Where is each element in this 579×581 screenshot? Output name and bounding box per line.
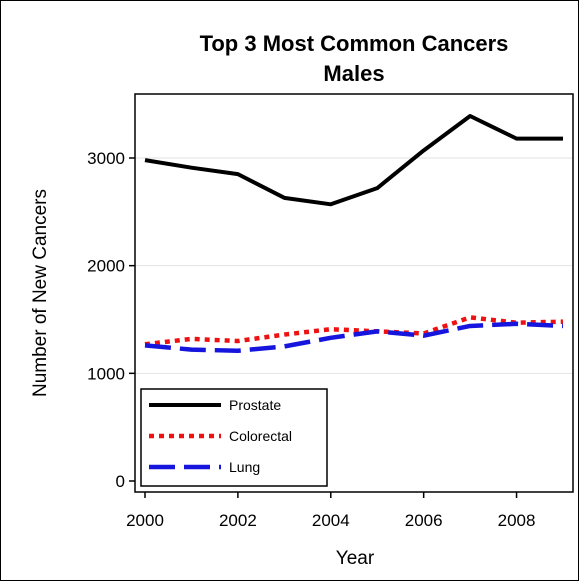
series-line-lung	[144, 321, 564, 353]
x-tick-label: 2006	[405, 511, 443, 530]
x-axis-label: Year	[336, 548, 375, 569]
legend-label-prostate: Prostate	[229, 397, 281, 413]
y-tick-label: 0	[116, 472, 125, 491]
y-tick-label: 3000	[87, 149, 125, 168]
y-tick-label: 1000	[87, 364, 125, 383]
series-line-colorectal	[144, 315, 564, 347]
y-tick-label: 2000	[87, 257, 125, 276]
legend-label-colorectal: Colorectal	[229, 428, 292, 444]
y-axis-label: Number of New Cancers	[30, 189, 51, 397]
x-axis-ticks: 2000 2002 2004 2006 2008	[126, 492, 535, 530]
legend: Prostate Colorectal Lung	[140, 388, 328, 487]
series-line-prostate	[144, 114, 563, 207]
x-tick-label: 2008	[498, 511, 536, 530]
x-tick-label: 2002	[219, 511, 257, 530]
gridlines	[135, 157, 573, 374]
chart-title: Top 3 Most Common Cancers	[200, 31, 509, 56]
series-lines	[144, 114, 564, 353]
x-tick-label: 2000	[126, 511, 164, 530]
x-tick-label: 2004	[312, 511, 350, 530]
y-axis-ticks: 0 1000 2000 3000	[87, 149, 135, 491]
chart-subtitle: Males	[323, 61, 384, 86]
legend-label-lung: Lung	[229, 459, 260, 475]
plot-area-border	[134, 93, 574, 493]
